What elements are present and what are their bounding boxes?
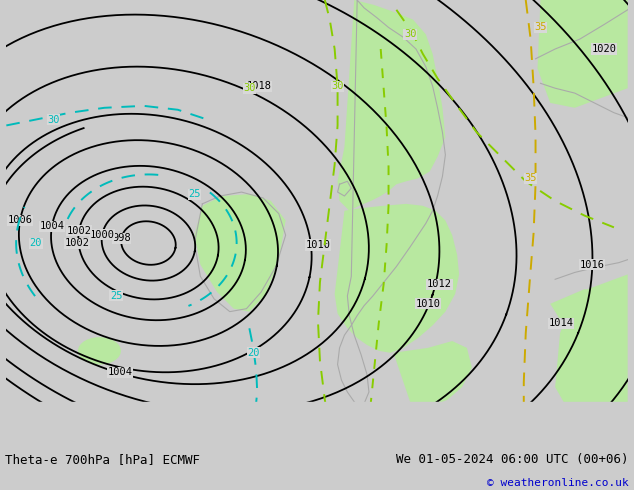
Text: 20: 20 <box>30 238 42 248</box>
Text: 25: 25 <box>110 291 122 301</box>
Text: 1004: 1004 <box>39 221 65 231</box>
Polygon shape <box>538 0 628 108</box>
Text: 1002: 1002 <box>67 226 91 236</box>
Polygon shape <box>337 0 445 211</box>
Polygon shape <box>195 194 286 312</box>
Text: 1010: 1010 <box>306 240 330 250</box>
Text: 35: 35 <box>534 23 547 32</box>
Text: Theta-e 700hPa [hPa] ECMWF: Theta-e 700hPa [hPa] ECMWF <box>5 453 200 466</box>
Text: 25: 25 <box>188 189 201 199</box>
Text: © weatheronline.co.uk: © weatheronline.co.uk <box>487 478 629 488</box>
Text: 1004: 1004 <box>108 368 133 377</box>
Text: 30: 30 <box>332 81 344 91</box>
Polygon shape <box>78 337 121 365</box>
Text: 30: 30 <box>358 424 370 434</box>
Text: 1012: 1012 <box>427 279 452 289</box>
Text: 30: 30 <box>243 83 256 93</box>
Text: 30: 30 <box>404 29 417 39</box>
Polygon shape <box>394 341 472 407</box>
Text: 1002: 1002 <box>65 238 89 248</box>
Text: 1016: 1016 <box>580 260 605 270</box>
Text: 1020: 1020 <box>592 44 617 54</box>
Polygon shape <box>550 289 614 335</box>
Text: 1014: 1014 <box>548 318 574 328</box>
Text: 20: 20 <box>247 348 259 358</box>
Text: 30: 30 <box>47 115 60 124</box>
Text: 1008: 1008 <box>557 415 583 424</box>
Text: 1006: 1006 <box>8 216 32 225</box>
Text: 1018: 1018 <box>247 81 272 91</box>
Text: We 01-05-2024 06:00 UTC (00+06): We 01-05-2024 06:00 UTC (00+06) <box>396 453 629 466</box>
Text: 1006: 1006 <box>306 415 330 424</box>
Text: 1000: 1000 <box>89 230 115 240</box>
Text: 998: 998 <box>112 233 131 243</box>
Polygon shape <box>555 274 628 421</box>
Text: 1010: 1010 <box>415 299 440 309</box>
Polygon shape <box>335 204 459 353</box>
Text: 1018: 1018 <box>247 81 272 91</box>
Bar <box>6 402 628 451</box>
Text: 35: 35 <box>524 173 537 183</box>
